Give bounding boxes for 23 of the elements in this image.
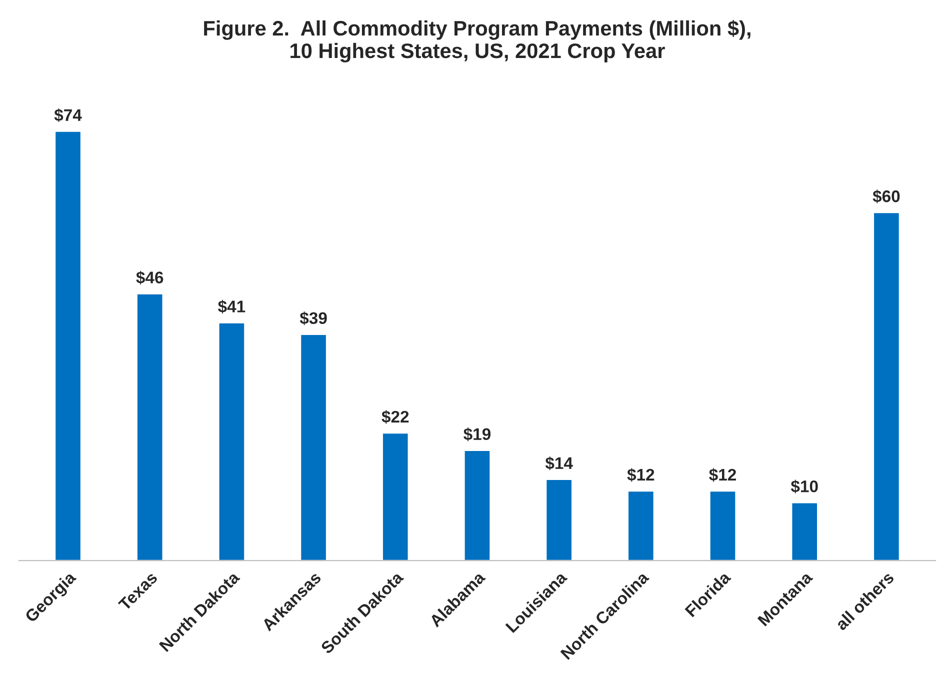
bar <box>627 490 655 561</box>
bar <box>218 322 246 561</box>
data-label: $41 <box>218 300 246 314</box>
data-label: $46 <box>136 270 164 284</box>
bar <box>463 450 492 561</box>
data-label: $12 <box>627 468 654 482</box>
bar <box>545 478 573 561</box>
data-label: $74 <box>54 108 82 122</box>
bar <box>300 334 328 561</box>
bar <box>872 212 900 561</box>
bar <box>708 490 737 561</box>
data-label: $12 <box>709 468 736 482</box>
bar <box>790 502 818 561</box>
data-label: $14 <box>545 456 573 470</box>
data-label: $60 <box>872 190 900 204</box>
chart-title: Figure 2. All Commodity Program Payments (Million $), 10 Highest States, US, 2021 Crop Year <box>204 20 750 62</box>
data-label: $22 <box>382 410 409 424</box>
bar <box>382 432 410 561</box>
data-label: $10 <box>790 480 818 494</box>
bar <box>136 292 164 561</box>
bar <box>54 130 82 561</box>
data-label: $39 <box>300 311 327 326</box>
data-label: $19 <box>464 428 491 442</box>
